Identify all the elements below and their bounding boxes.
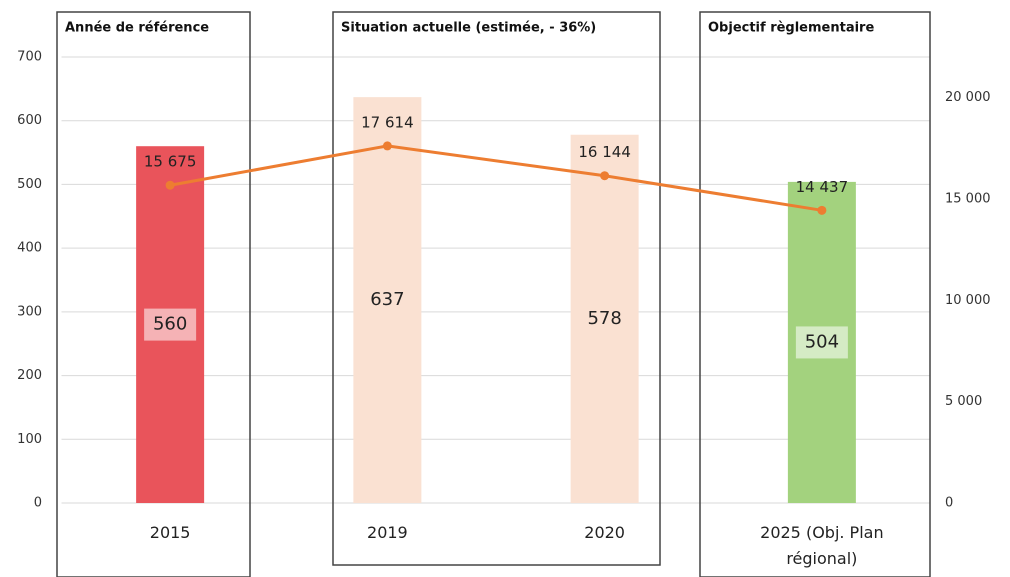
line-label: 14 437	[796, 178, 849, 196]
y-tick-label: 200	[17, 368, 42, 383]
y-tick-label: 700	[17, 50, 42, 65]
line-point	[382, 141, 392, 151]
group-title: Année de référence	[65, 21, 209, 36]
y-tick-label: 400	[17, 241, 42, 256]
group-box	[699, 11, 931, 577]
line-label: 16 144	[578, 143, 631, 161]
y-tick-label: 100	[17, 432, 42, 447]
y2-tick-label: 15 000	[945, 191, 991, 206]
x-tick-label-box: 2019	[367, 523, 408, 542]
y2-tick-label: 0	[945, 496, 953, 511]
bar-label: 637	[370, 289, 404, 310]
group-title: Situation actuelle (estimée, - 36%)	[341, 21, 596, 36]
bar	[353, 97, 422, 503]
line	[169, 144, 823, 212]
x-tick-label: 2015	[149, 523, 191, 542]
y-tick-label: 500	[17, 177, 42, 192]
x-tick-label-box: 2020	[584, 523, 625, 542]
x-tick-label: 2020	[584, 523, 625, 542]
y2-tick-label: 20 000	[945, 90, 991, 105]
y-tick-label: 0	[34, 496, 42, 511]
bar-label: 578	[587, 308, 621, 329]
x-tick-label-box: 2025 (Obj. Plan régional)	[760, 523, 884, 568]
label-bg	[144, 308, 197, 341]
y2-tick-label: 5 000	[945, 394, 982, 409]
y2-tick-label: 10 000	[945, 293, 991, 308]
x-tick-label-box: 2015	[149, 523, 191, 542]
line-point	[817, 205, 827, 215]
bar-label: 560	[153, 314, 187, 335]
y-tick-label: 600	[17, 113, 42, 128]
line-label: 15 675	[144, 153, 197, 171]
group-box	[332, 11, 661, 566]
bar	[570, 134, 639, 503]
x-tick-label: 2019	[367, 523, 408, 542]
label-bg	[795, 326, 848, 359]
x-tick-label: 2025 (Obj. Plan régional)	[760, 523, 884, 568]
group-box	[56, 11, 251, 577]
group-title: Objectif règlementaire	[708, 21, 874, 36]
line-label: 17 614	[361, 113, 414, 131]
line-point	[600, 171, 610, 181]
y-tick-label: 300	[17, 304, 42, 319]
line-point	[165, 180, 175, 190]
bar-label: 504	[805, 331, 839, 352]
